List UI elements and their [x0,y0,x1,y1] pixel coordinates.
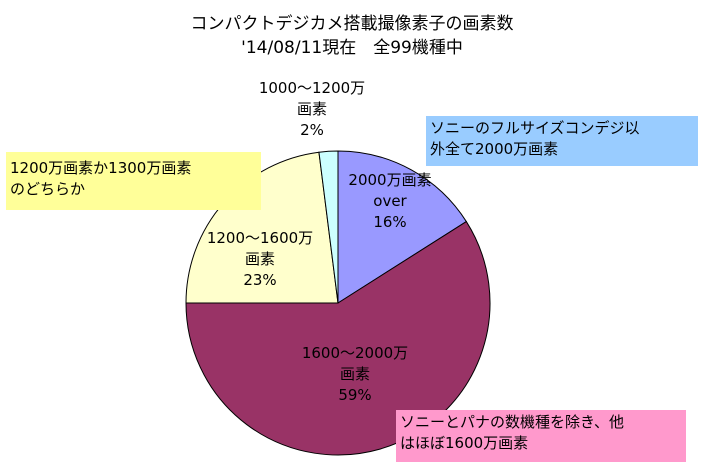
note-sony-pana: ソニーとパナの数機種を除き、他 はほぼ1600万画素 [396,410,686,462]
slice-label-1200-1600: 1200〜1600万 画素 23% [206,229,314,289]
chart-title: コンパクトデジカメ搭載撮像素子の画素数 [190,14,514,34]
slice-label-1600-2000: 1600〜2000万 画素 59% [301,344,409,404]
note-sony-fullframe: ソニーのフルサイズコンデジ以 外全て2000万画素 [426,116,698,166]
slice-label-over2000: 2000万画素 over 16% [348,171,432,231]
pie-slice-over2000 [337,150,468,304]
chart-subtitle: '14/08/11現在 全99機種中 [241,38,463,58]
note-1200-1300: 1200万画素か1300万画素 のどちらか [6,152,261,210]
slice-label-1000-1200: 1000〜1200万 画素 2% [258,79,366,139]
pie-slice-1600-2000 [185,220,491,456]
pie-slice-1000-1200 [318,150,339,304]
